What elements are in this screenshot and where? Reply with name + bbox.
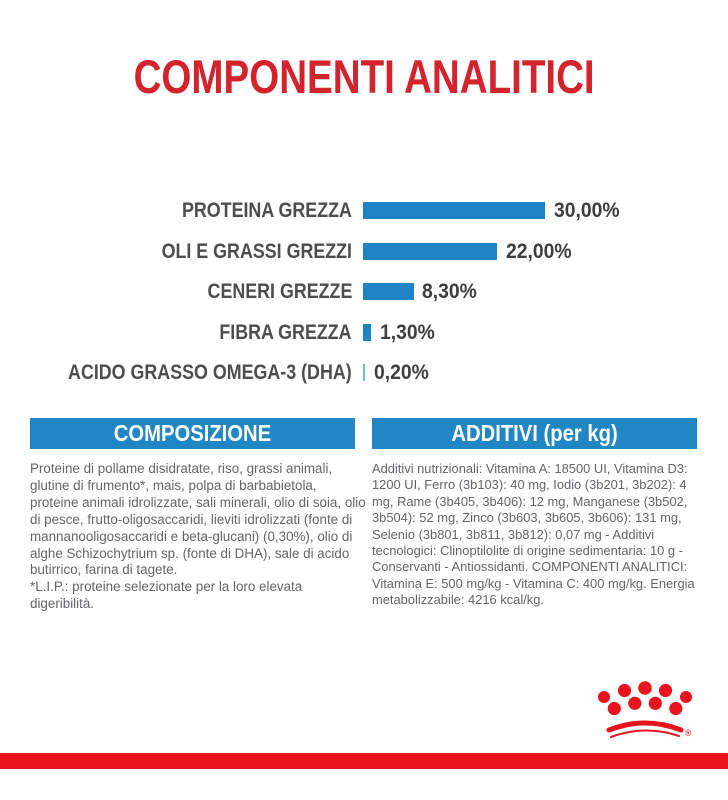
bar-label: OLI E GRASSI GREZZI bbox=[161, 239, 352, 263]
additivi-header: ADDITIVI (per kg) bbox=[372, 418, 697, 449]
bar-value: 8,30% bbox=[422, 279, 477, 303]
bar-chart: PROTEINA GREZZA 30,00% OLI E GRASSI GREZZI… bbox=[0, 199, 728, 402]
additivi-header-label: ADDITIVI (per kg) bbox=[451, 420, 618, 446]
royal-canin-crown-logo: ® bbox=[598, 681, 692, 738]
bottom-red-band bbox=[0, 753, 728, 769]
bar bbox=[363, 324, 371, 341]
chart-row: PROTEINA GREZZA 30,00% bbox=[0, 199, 728, 222]
chart-row: OLI E GRASSI GREZZI 22,00% bbox=[0, 240, 728, 263]
bar-label: PROTEINA GREZZA bbox=[182, 198, 352, 222]
composizione-footnote: *L.I.P.: proteine selezionate per la lor… bbox=[30, 579, 303, 612]
crown-dots bbox=[598, 681, 692, 716]
page-title-text: COMPONENTI ANALITICI bbox=[133, 50, 595, 103]
bar-value: 0,20% bbox=[374, 360, 429, 384]
chart-row: ACIDO GRASSO OMEGA-3 (DHA) 0,20% bbox=[0, 361, 728, 384]
bar-value: 30,00% bbox=[554, 198, 620, 222]
bar-label: CENERI GREZZE bbox=[207, 279, 352, 303]
composizione-text: Proteine di pollame disidratate, riso, g… bbox=[30, 461, 366, 578]
bar bbox=[363, 202, 546, 219]
composizione-header: COMPOSIZIONE bbox=[30, 418, 355, 449]
bar bbox=[363, 243, 497, 260]
bar bbox=[363, 283, 414, 300]
bar-value: 22,00% bbox=[506, 239, 572, 263]
composizione-body: Proteine di pollame disidratate, riso, g… bbox=[30, 461, 368, 613]
chart-row: CENERI GREZZE 8,30% bbox=[0, 280, 728, 303]
crown-arc-thin bbox=[610, 729, 680, 738]
crown-arc-thick bbox=[606, 720, 684, 733]
bar-value: 1,30% bbox=[380, 320, 435, 344]
bar-label: FIBRA GREZZA bbox=[219, 320, 352, 344]
registered-mark: ® bbox=[685, 728, 692, 738]
composizione-header-label: COMPOSIZIONE bbox=[113, 420, 272, 446]
bar bbox=[363, 364, 365, 381]
bar-label: ACIDO GRASSO OMEGA-3 (DHA) bbox=[68, 360, 352, 384]
chart-row: FIBRA GREZZA 1,30% bbox=[0, 321, 728, 344]
additivi-text: Additivi nutrizionali: Vitamina A: 18500… bbox=[372, 461, 695, 608]
page-title: COMPONENTI ANALITICI bbox=[0, 50, 728, 104]
additivi-body: Additivi nutrizionali: Vitamina A: 18500… bbox=[372, 461, 708, 609]
